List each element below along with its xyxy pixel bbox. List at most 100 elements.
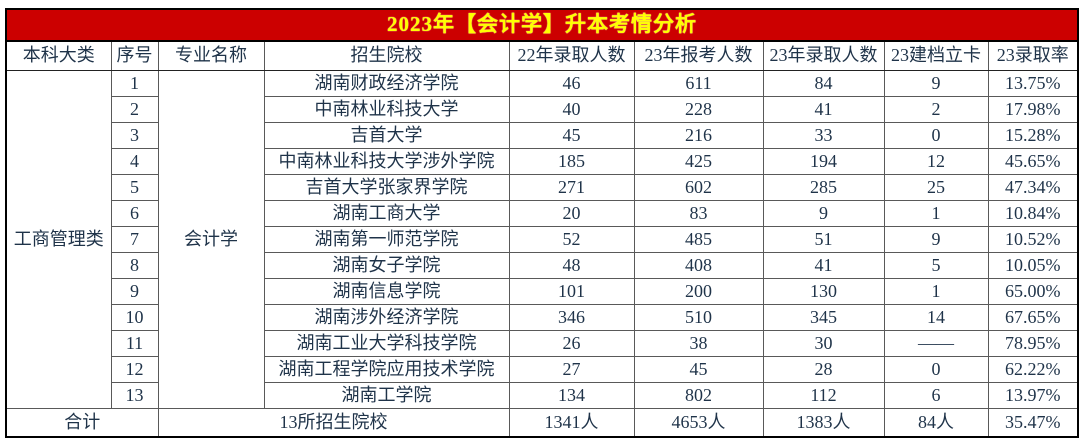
column-header-adm22: 22年录取人数 (508, 40, 635, 71)
card23-cell: 9 (883, 226, 989, 253)
row-no: 6 (110, 200, 159, 227)
adm22-cell: 26 (508, 330, 635, 357)
row-no: 5 (110, 174, 159, 201)
rate23-cell: 13.97% (987, 382, 1079, 409)
school-cell: 湖南工业大学科技学院 (263, 330, 510, 357)
total-app23: 4653人 (633, 408, 764, 438)
table-row: 2 中南林业科技大学 40 228 41 2 17.98% (6, 96, 1079, 123)
column-header-app23: 23年报考人数 (633, 40, 764, 71)
total-schools: 13所招生院校 (157, 408, 510, 438)
table-row: 5 吉首大学张家界学院 271 602 285 25 47.34% (6, 174, 1079, 201)
app23-cell: 485 (633, 226, 764, 253)
school-cell: 吉首大学张家界学院 (263, 174, 510, 201)
table-row: 10 湖南涉外经济学院 346 510 345 14 67.65% (6, 304, 1079, 331)
school-cell: 湖南第一师范学院 (263, 226, 510, 253)
app23-cell: 45 (633, 356, 764, 383)
card23-cell: —— (883, 330, 989, 357)
adm22-cell: 346 (508, 304, 635, 331)
app23-cell: 602 (633, 174, 764, 201)
row-no: 2 (110, 96, 159, 123)
school-cell: 湖南涉外经济学院 (263, 304, 510, 331)
rate23-cell: 62.22% (987, 356, 1079, 383)
table-row: 13 湖南工学院 134 802 112 6 13.97% (6, 382, 1079, 409)
adm23-cell: 84 (762, 70, 885, 97)
app23-cell: 611 (633, 70, 764, 97)
card23-cell: 14 (883, 304, 989, 331)
row-no: 13 (110, 382, 159, 409)
app23-cell: 802 (633, 382, 764, 409)
adm22-cell: 48 (508, 252, 635, 279)
row-no: 9 (110, 278, 159, 305)
row-no: 7 (110, 226, 159, 253)
column-header-school: 招生院校 (263, 40, 510, 71)
table-row: 7 湖南第一师范学院 52 485 51 9 10.52% (6, 226, 1079, 253)
adm23-cell: 285 (762, 174, 885, 201)
rate23-cell: 10.84% (987, 200, 1079, 227)
adm23-cell: 33 (762, 122, 885, 149)
school-cell: 湖南女子学院 (263, 252, 510, 279)
card23-cell: 12 (883, 148, 989, 175)
rate23-cell: 10.52% (987, 226, 1079, 253)
adm23-cell: 130 (762, 278, 885, 305)
app23-cell: 408 (633, 252, 764, 279)
app23-cell: 425 (633, 148, 764, 175)
total-card23: 84人 (883, 408, 989, 438)
table-row: 工商管理类 1 会计学 湖南财政经济学院 46 611 84 9 13.75% (5, 70, 1079, 409)
school-cell: 中南林业科技大学 (263, 96, 510, 123)
app23-cell: 83 (633, 200, 764, 227)
adm23-cell: 9 (762, 200, 885, 227)
rate23-cell: 15.28% (987, 122, 1079, 149)
school-cell: 湖南工商大学 (263, 200, 510, 227)
row-no: 10 (110, 304, 159, 331)
school-cell: 吉首大学 (263, 122, 510, 149)
rate23-cell: 13.75% (987, 70, 1079, 97)
adm23-cell: 194 (762, 148, 885, 175)
major-cell: 会计学 (157, 70, 265, 409)
header-row: 本科大类 序号 专业名称 招生院校 22年录取人数 23年报考人数 23年录取人… (5, 40, 1079, 71)
adm23-cell: 30 (762, 330, 885, 357)
column-header-no: 序号 (110, 40, 159, 71)
column-header-card23: 23建档立卡 (883, 40, 989, 71)
column-header-rate23: 23录取率 (987, 40, 1079, 71)
row-no: 4 (110, 148, 159, 175)
table-row: 11 湖南工业大学科技学院 26 38 30 —— 78.95% (6, 330, 1079, 357)
row-no: 3 (110, 122, 159, 149)
adm22-cell: 101 (508, 278, 635, 305)
category-cell: 工商管理类 (5, 70, 112, 409)
table-row: 8 湖南女子学院 48 408 41 5 10.05% (6, 252, 1079, 279)
adm23-cell: 41 (762, 252, 885, 279)
card23-cell: 25 (883, 174, 989, 201)
column-header-adm23: 23年录取人数 (762, 40, 885, 71)
card23-cell: 0 (883, 356, 989, 383)
adm22-cell: 185 (508, 148, 635, 175)
rate23-cell: 10.05% (987, 252, 1079, 279)
adm23-cell: 51 (762, 226, 885, 253)
app23-cell: 216 (633, 122, 764, 149)
rate23-cell: 45.65% (987, 148, 1079, 175)
admission-report-table: 2023年【会计学】升本考情分析 本科大类 序号 专业名称 招生院校 22年录取… (4, 8, 1080, 438)
app23-cell: 228 (633, 96, 764, 123)
card23-cell: 6 (883, 382, 989, 409)
total-label: 合计 (5, 408, 159, 438)
card23-cell: 1 (883, 278, 989, 305)
column-header-category: 本科大类 (5, 40, 112, 71)
rate23-cell: 65.00% (987, 278, 1079, 305)
card23-cell: 0 (883, 122, 989, 149)
adm22-cell: 134 (508, 382, 635, 409)
rate23-cell: 78.95% (987, 330, 1079, 357)
card23-cell: 2 (883, 96, 989, 123)
rate23-cell: 47.34% (987, 174, 1079, 201)
school-cell: 湖南工程学院应用技术学院 (263, 356, 510, 383)
school-cell: 中南林业科技大学涉外学院 (263, 148, 510, 175)
school-cell: 湖南工学院 (263, 382, 510, 409)
app23-cell: 200 (633, 278, 764, 305)
row-no: 12 (110, 356, 159, 383)
row-no: 11 (110, 330, 159, 357)
card23-cell: 5 (883, 252, 989, 279)
app23-cell: 510 (633, 304, 764, 331)
adm22-cell: 40 (508, 96, 635, 123)
adm23-cell: 28 (762, 356, 885, 383)
school-cell: 湖南信息学院 (263, 278, 510, 305)
adm22-cell: 271 (508, 174, 635, 201)
total-adm22: 1341人 (508, 408, 635, 438)
